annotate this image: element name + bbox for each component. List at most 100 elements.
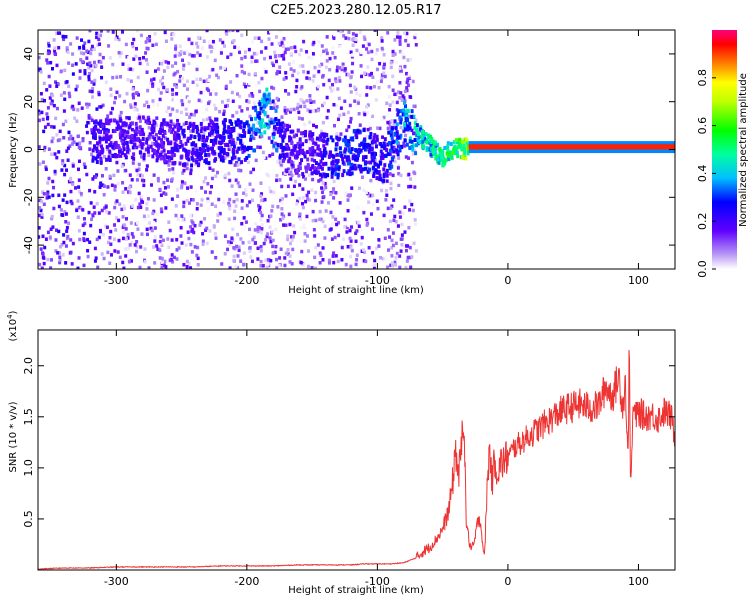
spectrogram-ridge-cell: [209, 138, 213, 143]
spectrogram-noise-cell: [329, 210, 333, 215]
spectrogram-noise-cell: [285, 123, 289, 128]
spectrogram-noise-cell: [385, 179, 389, 183]
spectrogram-noise-cell: [186, 79, 190, 83]
spectrogram-noise-cell: [357, 186, 361, 190]
spectrogram-ridge-cell: [138, 150, 142, 155]
x-tick-label: 100: [628, 274, 649, 287]
spectrogram-ridge-cell: [322, 148, 326, 153]
spectrogram-ridge-cell: [198, 153, 202, 158]
spectrogram-noise-cell: [77, 178, 81, 182]
spectrogram-noise-cell: [149, 226, 153, 231]
spectrogram-noise-cell: [338, 201, 342, 205]
spectrogram-noise-cell: [55, 155, 59, 160]
spectrogram-ridge-cell: [279, 143, 283, 148]
spectrogram-noise-cell: [55, 63, 59, 68]
spectrogram-noise-cell: [259, 181, 263, 185]
spectrogram-noise-cell: [291, 151, 295, 156]
spectrogram-ridge-cell: [296, 128, 300, 133]
spectrogram-noise-cell: [238, 133, 242, 138]
spectrogram-noise-cell: [195, 83, 199, 88]
spectrogram-ridge-cell: [434, 152, 438, 157]
spectrogram-ridge-cell: [385, 168, 389, 173]
colorbar-tick-label: 0.0: [696, 260, 709, 278]
spectrogram-noise-cell: [389, 158, 393, 163]
spectrogram-noise-cell: [258, 89, 262, 94]
y-tick-label: 20: [22, 95, 35, 109]
spectrogram-ridge-cell: [354, 132, 358, 137]
spectrogram-noise-cell: [231, 227, 235, 231]
spectrogram-noise-cell: [122, 206, 126, 211]
spectrogram-noise-cell: [77, 229, 81, 233]
spectrogram-ridge-cell: [298, 140, 302, 145]
spectrogram-noise-cell: [366, 238, 370, 243]
spectrogram-noise-cell: [190, 41, 194, 46]
spectrogram-noise-cell: [240, 221, 244, 226]
spectrogram-noise-cell: [106, 114, 110, 118]
spectrogram-ridge-cell: [155, 152, 159, 157]
spectrogram-noise-cell: [223, 252, 227, 256]
spectrogram-ridge-cell: [425, 146, 429, 151]
spectrogram-ridge-cell: [147, 134, 151, 139]
spectrogram-ridge-cell: [203, 159, 207, 164]
spectrogram-noise-cell: [332, 187, 336, 191]
spectrogram-noise-cell: [286, 234, 290, 238]
spectrogram-ridge-cell: [266, 125, 270, 130]
spectrogram-noise-cell: [39, 70, 43, 74]
spectrogram-ridge-cell: [378, 160, 382, 165]
spectrogram-noise-cell: [49, 258, 53, 262]
spectrogram-ridge-cell: [133, 137, 137, 142]
spectrogram-noise-cell: [332, 196, 336, 200]
spectrogram-noise-cell: [314, 190, 318, 195]
spectrogram-ridge-cell: [290, 162, 294, 167]
spectrogram-noise-cell: [280, 200, 284, 205]
spectrogram-noise-cell: [289, 177, 293, 181]
spectrogram-noise-cell: [380, 76, 384, 80]
spectrogram-noise-cell: [393, 52, 397, 56]
spectrogram-noise-cell: [374, 83, 378, 88]
spectrogram-noise-cell: [261, 264, 265, 268]
spectrogram-noise-cell: [100, 75, 104, 80]
spectrogram-noise-cell: [322, 101, 326, 105]
spectrogram-noise-cell: [166, 237, 170, 241]
spectrogram-ridge-cell: [311, 132, 315, 137]
spectrogram-noise-cell: [214, 107, 218, 111]
spectrogram-ridge-cell: [152, 148, 156, 153]
spectrogram-noise-cell: [174, 114, 178, 118]
spectrogram-noise-cell: [187, 61, 191, 66]
y-tick-label: 0: [22, 146, 35, 153]
spectrogram-ridge-cell: [390, 164, 394, 169]
spectrogram-ridge-cell: [185, 155, 189, 160]
spectrogram-noise-cell: [60, 168, 64, 172]
spectrogram-noise-cell: [255, 52, 259, 56]
spectrogram-ridge-cell: [107, 121, 111, 126]
spectrogram-noise-cell: [162, 180, 166, 185]
spectrogram-noise-cell: [94, 256, 98, 260]
spectrogram-noise-cell: [233, 209, 237, 213]
spectrogram-noise-cell: [231, 138, 235, 142]
spectrogram-ridge-cell: [198, 134, 202, 139]
spectrogram-noise-cell: [277, 53, 281, 58]
spectrogram-noise-cell: [404, 248, 408, 253]
spectrogram-noise-cell: [297, 196, 301, 201]
spectrogram-noise-cell: [128, 190, 132, 195]
spectrogram-noise-cell: [162, 263, 166, 268]
spectrogram-ridge-cell: [298, 166, 302, 171]
spectrogram-noise-cell: [413, 35, 417, 40]
spectrogram-noise-cell: [43, 125, 47, 129]
spectrogram-noise-cell: [125, 55, 129, 59]
spectrogram-noise-cell: [189, 168, 193, 172]
spectrogram-noise-cell: [98, 42, 102, 46]
spectrogram-noise-cell: [371, 75, 375, 79]
spectrogram-noise-cell: [122, 266, 126, 269]
spectrogram-ridge-cell: [274, 108, 278, 113]
spectrogram-noise-cell: [393, 164, 397, 168]
spectrogram-noise-cell: [83, 69, 87, 73]
spectrogram-ridge-cell: [119, 130, 123, 135]
spectrogram-noise-cell: [101, 103, 105, 108]
spectrogram-noise-cell: [303, 232, 307, 236]
spectrogram-noise-cell: [402, 129, 406, 133]
spectrogram-ridge-cell: [207, 161, 211, 166]
spectrogram-ridge-cell: [193, 150, 197, 155]
spectrogram-ridge-cell: [160, 144, 164, 149]
spectrogram-noise-cell: [267, 136, 271, 140]
